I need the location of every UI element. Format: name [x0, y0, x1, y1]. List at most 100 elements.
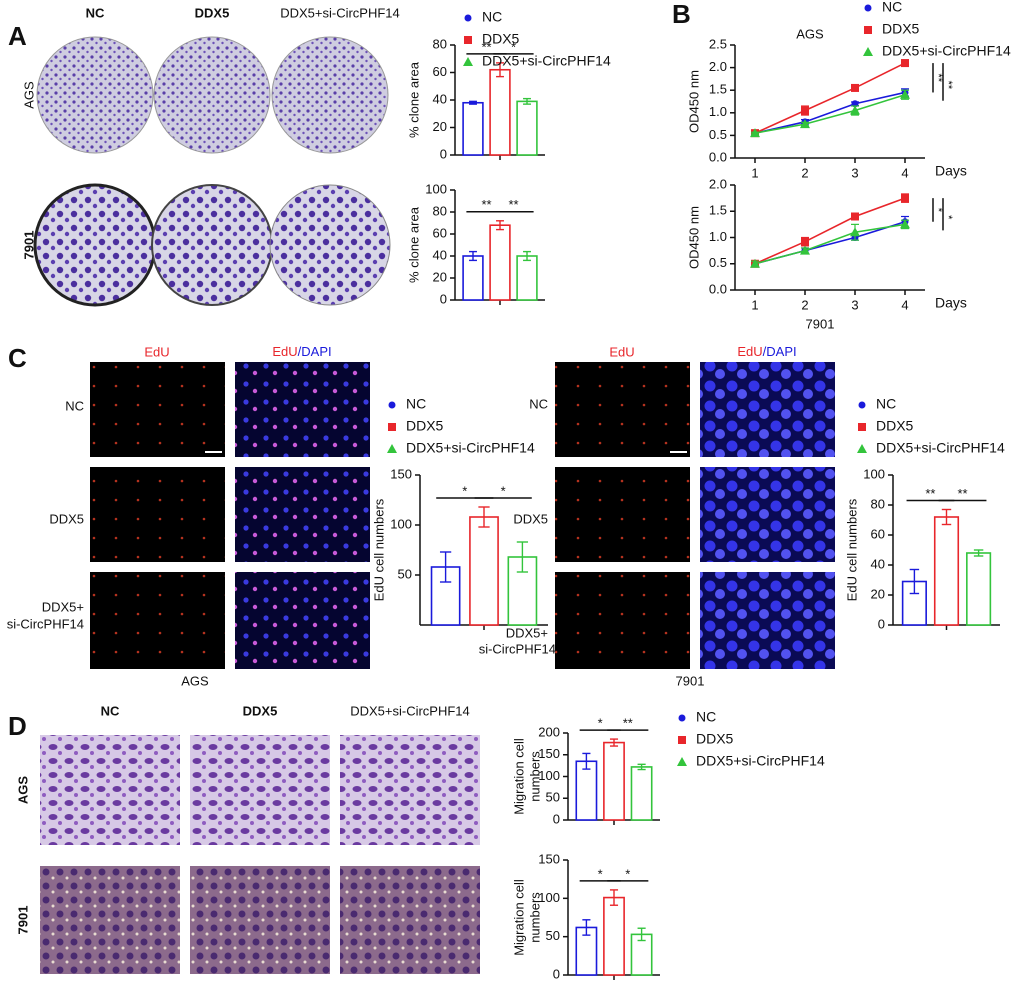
y-tick-label: 100: [425, 181, 447, 196]
bar: [469, 516, 499, 626]
y-tick-label: 0: [440, 146, 447, 161]
row-label: NC: [65, 398, 84, 413]
row-label: DDX5+: [506, 625, 548, 640]
column-label: NC: [86, 5, 105, 20]
channel-label: EdU/DAPI: [272, 344, 331, 359]
legend-marker: [857, 444, 867, 453]
sig-label: **: [942, 81, 954, 90]
sig-label: *: [932, 208, 944, 213]
sig-label: *: [462, 483, 467, 498]
sig-label: *: [598, 716, 603, 731]
legend-label: DDX5+si-CircPHF14: [882, 43, 1011, 59]
y-tick-label: 150: [538, 746, 560, 761]
dapi-photo: [700, 572, 835, 669]
dapi-photo: [235, 572, 370, 669]
marker: [750, 128, 760, 138]
y-tick-label: 40: [871, 556, 885, 571]
caption: 7901: [676, 673, 705, 688]
row-label: DDX5: [49, 511, 84, 526]
column-label: DDX5: [243, 703, 278, 718]
colony-photo: [153, 36, 271, 154]
legend-label: DDX5: [406, 418, 444, 434]
column-label: DDX5+si-CircPHF14: [350, 703, 470, 718]
x-tick-label: 1: [751, 297, 758, 312]
legend-marker: [463, 57, 473, 66]
marker: [850, 227, 860, 237]
y-tick-label: 0: [440, 291, 447, 306]
y-tick-label: 20: [433, 119, 447, 134]
y-tick-label: 2.0: [709, 176, 727, 191]
bar: [489, 68, 511, 156]
legend-label: DDX5: [482, 31, 520, 47]
y-tick-label: 60: [871, 526, 885, 541]
legend-marker: [387, 444, 397, 453]
marker: [851, 212, 859, 221]
channel-red: EdU: [737, 344, 762, 359]
y-axis-label: OD450 nm: [686, 70, 701, 133]
y-tick-label: 1.5: [709, 82, 727, 97]
column-label: NC: [101, 703, 120, 718]
channel-red: EdU: [272, 344, 297, 359]
marker: [901, 194, 909, 203]
y-tick-label: 2.0: [709, 59, 727, 74]
y-tick-label: 80: [433, 203, 447, 218]
legend-label: DDX5: [882, 21, 920, 37]
migration-photo: [40, 735, 180, 845]
marker: [800, 245, 810, 255]
channel-label: EdU/DAPI: [737, 344, 796, 359]
migration-photo: [190, 735, 330, 845]
line: [754, 93, 906, 134]
legend-marker: [863, 47, 873, 56]
sig-label: **: [957, 486, 967, 501]
sig-label: **: [508, 197, 518, 212]
row-label: NC: [529, 396, 548, 411]
legend-marker: [464, 14, 472, 22]
sig-label: **: [932, 73, 944, 82]
marker: [801, 237, 809, 246]
y-tick-label: 1.0: [709, 104, 727, 119]
y-tick-label: 0.5: [709, 255, 727, 270]
migration-photo: [190, 866, 330, 974]
migration-photo: [340, 866, 480, 974]
migration-photo: [40, 866, 180, 974]
legend-marker: [864, 26, 872, 34]
y-axis-label: EdU cell numbers: [844, 498, 859, 601]
legend-marker: [677, 757, 687, 766]
caption: AGS: [181, 673, 209, 688]
y-tick-label: 1.0: [709, 229, 727, 244]
edu-photo: [90, 572, 225, 669]
legend-marker: [864, 4, 872, 12]
y-axis-label: numbers: [527, 751, 542, 802]
y-axis-label: OD450 nm: [686, 206, 701, 269]
y-tick-label: 50: [546, 790, 560, 805]
legend-label: NC: [406, 396, 426, 412]
photos: [33, 36, 835, 974]
row-label: DDX5+: [42, 599, 84, 614]
x-tick-label: 3: [851, 165, 858, 180]
edu-photo: [555, 362, 690, 457]
y-tick-label: 1.5: [709, 203, 727, 218]
channel-blue: /DAPI: [763, 344, 797, 359]
legend-marker: [858, 401, 866, 409]
y-tick-label: 0.0: [709, 149, 727, 164]
y-tick-label: 100: [538, 890, 560, 905]
caption: 7901: [806, 316, 835, 331]
sig-label: **: [481, 197, 491, 212]
y-tick-label: 200: [538, 724, 560, 739]
legend-label: NC: [882, 0, 902, 15]
row-label: AGS: [21, 81, 36, 109]
marker: [901, 59, 909, 68]
legend-label: DDX5+si-CircPHF14: [482, 53, 611, 69]
x-axis-label: Days: [935, 295, 967, 311]
y-tick-label: 100: [390, 516, 412, 531]
y-tick-label: 0: [553, 966, 560, 981]
sig-label: **: [481, 39, 491, 54]
colony-photo: [271, 36, 389, 154]
marker: [900, 219, 910, 229]
y-tick-label: 0.5: [709, 127, 727, 142]
y-tick-label: 60: [433, 64, 447, 79]
colony-photo: [36, 36, 154, 154]
legend-label: DDX5: [696, 731, 734, 747]
panel-label: D: [8, 711, 27, 741]
legend-marker: [858, 423, 866, 431]
